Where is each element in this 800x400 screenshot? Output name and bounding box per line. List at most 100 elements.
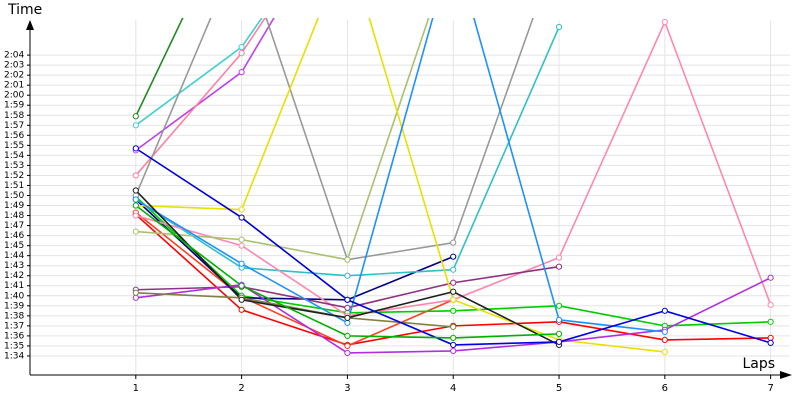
data-point [344,349,351,357]
data-point [450,341,457,349]
y-tick-label: 2:03 [4,61,24,71]
x-tick-label: 7 [767,383,773,394]
y-tick-label: 1:39 [4,301,24,311]
y-tick-label: 1:44 [4,251,24,261]
y-axis-label: Time [7,2,42,18]
data-point [450,279,457,286]
data-point [450,239,457,246]
y-tick-label: 1:56 [4,131,24,141]
y-tick-label: 1:55 [4,141,24,151]
data-point [555,330,563,337]
y-tick-label: 1:43 [4,261,24,271]
data-point [238,242,245,249]
data-point [661,328,668,335]
y-tick-label: 1:58 [4,111,24,121]
data-point [767,334,774,341]
y-tick-label: 1:45 [4,241,24,251]
series-line [135,18,184,117]
data-point [344,332,351,339]
x-axis-arrow [780,371,792,379]
y-tick-label: 1:47 [4,221,24,231]
y-tick-label: 1:52 [4,171,24,181]
data-point [767,301,774,308]
data-point [238,43,245,51]
data-point [555,263,563,270]
data-point [132,228,139,235]
data-point [767,339,774,347]
y-tick-label: 1:40 [4,291,24,301]
data-point [132,122,139,129]
data-point [450,253,457,260]
data-point [661,348,668,356]
data-point [555,254,563,261]
data-point [767,274,774,281]
data-point [344,296,351,303]
series-line [135,18,430,261]
y-tick-label: 1:51 [4,181,24,191]
data-point [344,256,351,263]
y-tick-label: 1:41 [4,281,24,291]
data-point [661,336,668,344]
data-point [238,296,245,303]
y-axis-arrow [26,20,34,30]
y-tick-label: 1:34 [4,351,24,361]
data-point [132,113,139,120]
x-tick-label: 1 [133,383,139,394]
y-tick-label: 1:46 [4,231,24,241]
y-tick-label: 1:37 [4,321,24,331]
data-point [450,334,457,341]
y-tick-label: 1:57 [4,121,24,131]
y-tick-label: 2:02 [4,71,24,81]
data-point [555,338,563,346]
y-tick-label: 2:00 [4,91,24,101]
y-tick-label: 1:35 [4,341,24,351]
y-tick-label: 1:48 [4,211,24,221]
data-point [132,289,139,296]
data-point [450,266,457,273]
y-tick-label: 1:59 [4,101,24,111]
data-point [344,314,351,321]
data-point [344,319,351,326]
data-point [238,214,245,221]
data-point [238,236,245,243]
y-tick-label: 1:49 [4,201,24,211]
x-tick-label: 5 [556,383,562,394]
data-point [450,323,457,330]
x-tick-label: 2 [238,383,244,394]
y-tick-label: 1:53 [4,161,24,171]
x-axis-label: Laps [742,356,775,372]
data-point [238,49,245,57]
data-point [450,347,457,355]
data-point [555,23,563,31]
data-point [661,18,668,26]
y-tick-label: 2:04 [4,51,24,61]
data-point [132,196,139,203]
y-tick-label: 1:42 [4,271,24,281]
series-line [135,18,665,333]
data-point [450,307,457,314]
y-tick-label: 1:38 [4,311,24,321]
data-point [132,187,139,194]
data-point [767,318,774,325]
data-point [344,272,351,279]
data-point [555,316,563,323]
data-point [132,172,139,179]
data-point [661,307,668,314]
x-tick-label: 3 [344,383,350,394]
data-point [132,212,139,219]
data-point [132,294,139,301]
data-point [450,296,457,303]
data-point [344,304,351,311]
data-point [238,282,245,289]
data-point [132,145,139,152]
y-tick-label: 1:50 [4,191,24,201]
data-point [555,302,563,309]
y-tick-label: 1:36 [4,331,24,341]
data-point [450,288,457,295]
data-point [344,342,351,350]
series-line [135,198,454,301]
data-point [132,202,139,209]
data-point [238,206,245,213]
data-point [238,260,245,267]
